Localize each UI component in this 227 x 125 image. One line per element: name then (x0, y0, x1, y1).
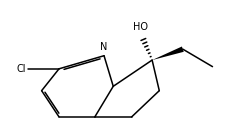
Text: N: N (100, 42, 108, 52)
Polygon shape (152, 46, 184, 60)
Text: Cl: Cl (16, 64, 26, 74)
Text: HO: HO (133, 22, 148, 32)
